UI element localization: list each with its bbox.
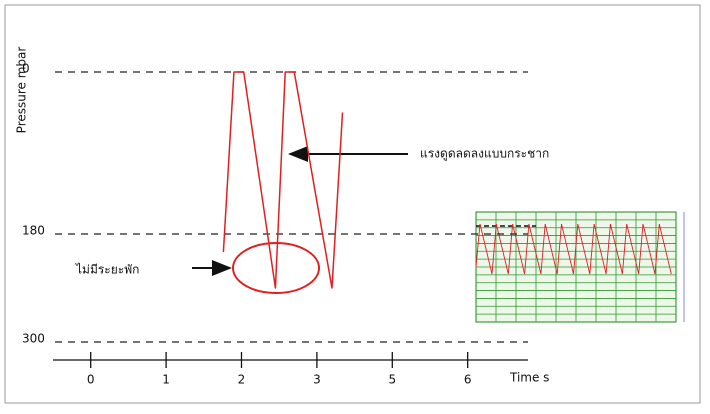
annotation: แรงดูดลดลงแบบกระชาก	[420, 147, 549, 162]
inset-chart	[456, 208, 688, 336]
data-line	[223, 72, 342, 288]
y-tick-label: 180	[22, 224, 45, 238]
y-tick-label: 300	[22, 332, 45, 346]
chart: Pressure mbar Time s แรงดูดลดลงแบบกระชาก…	[0, 0, 710, 414]
x-tick-label: 2	[238, 373, 246, 387]
x-tick-label: 0	[87, 373, 95, 387]
x-tick-label: 1	[162, 373, 170, 387]
x-axis-label: Time s	[509, 371, 549, 385]
annotation: ไม่มีระยะพัก	[75, 263, 139, 277]
x-tick-label: 3	[313, 373, 321, 387]
x-tick-label: 6	[464, 373, 472, 387]
frame	[5, 5, 700, 403]
y-tick-label: 0	[22, 62, 30, 76]
y-axis-label: Pressure mbar	[15, 47, 29, 134]
x-tick-label: 5	[388, 373, 396, 387]
